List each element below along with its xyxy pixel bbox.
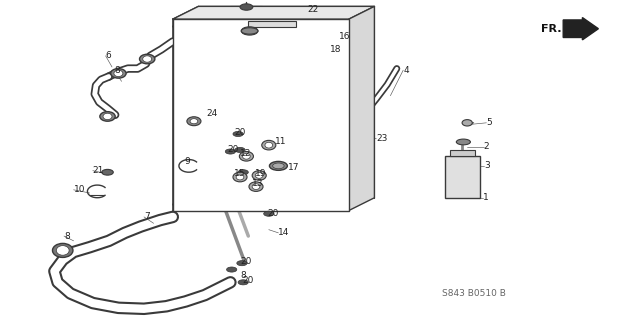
Text: 19: 19 <box>255 169 266 178</box>
Text: 23: 23 <box>376 134 388 143</box>
Circle shape <box>238 170 248 175</box>
Text: FR.: FR. <box>541 24 562 34</box>
Text: 5: 5 <box>486 118 492 127</box>
Text: 14: 14 <box>278 228 290 237</box>
Ellipse shape <box>103 113 112 120</box>
Text: 16: 16 <box>339 32 351 41</box>
Circle shape <box>238 280 248 285</box>
Circle shape <box>240 4 253 10</box>
Text: 3: 3 <box>484 161 490 170</box>
Polygon shape <box>173 6 374 19</box>
Text: 13: 13 <box>252 179 263 188</box>
Ellipse shape <box>239 152 253 161</box>
Text: 8: 8 <box>114 66 120 75</box>
Ellipse shape <box>255 173 263 178</box>
Circle shape <box>237 261 247 266</box>
Text: 4: 4 <box>403 66 409 75</box>
Ellipse shape <box>140 54 155 64</box>
Text: 7: 7 <box>144 212 150 221</box>
Ellipse shape <box>249 182 263 191</box>
Circle shape <box>235 147 245 152</box>
Text: 20: 20 <box>227 145 239 154</box>
Ellipse shape <box>236 174 244 180</box>
Ellipse shape <box>111 69 126 78</box>
Text: 20: 20 <box>268 209 279 218</box>
Ellipse shape <box>456 139 470 145</box>
Text: 15: 15 <box>234 169 245 178</box>
Text: 21: 21 <box>93 166 104 175</box>
Text: 6: 6 <box>106 51 111 60</box>
Ellipse shape <box>262 140 276 150</box>
Ellipse shape <box>52 243 73 257</box>
Text: 20: 20 <box>242 276 253 285</box>
Text: 24: 24 <box>207 109 218 118</box>
Text: 18: 18 <box>330 45 342 54</box>
Text: 17: 17 <box>288 163 300 172</box>
Text: 9: 9 <box>184 157 190 166</box>
Bar <box>248 21 296 27</box>
Bar <box>450 150 475 156</box>
Text: 2: 2 <box>484 142 490 151</box>
Ellipse shape <box>56 246 69 255</box>
FancyArrow shape <box>563 18 598 40</box>
Ellipse shape <box>190 119 198 124</box>
Polygon shape <box>173 19 349 211</box>
Circle shape <box>227 267 237 272</box>
Text: 12: 12 <box>240 149 252 158</box>
Bar <box>445 156 480 198</box>
Polygon shape <box>349 6 374 211</box>
Ellipse shape <box>243 153 250 159</box>
Text: 1: 1 <box>483 193 489 202</box>
Ellipse shape <box>233 172 247 182</box>
Text: 10: 10 <box>74 185 85 194</box>
Text: 8: 8 <box>64 232 70 241</box>
Ellipse shape <box>269 161 287 170</box>
Text: 22: 22 <box>307 5 319 14</box>
Ellipse shape <box>265 142 273 148</box>
Text: 20: 20 <box>240 257 252 266</box>
Circle shape <box>102 169 113 175</box>
Ellipse shape <box>252 184 260 189</box>
Text: 11: 11 <box>275 137 287 146</box>
Ellipse shape <box>462 120 472 126</box>
Ellipse shape <box>114 70 123 77</box>
Text: 20: 20 <box>234 128 246 137</box>
Circle shape <box>225 149 236 154</box>
Ellipse shape <box>100 112 115 121</box>
Ellipse shape <box>241 28 258 34</box>
Ellipse shape <box>252 171 266 180</box>
Ellipse shape <box>273 163 284 169</box>
Circle shape <box>264 211 274 216</box>
Ellipse shape <box>143 56 152 62</box>
Circle shape <box>241 27 258 35</box>
Ellipse shape <box>187 117 201 126</box>
Circle shape <box>233 131 243 137</box>
Text: 8: 8 <box>240 271 246 280</box>
Text: S843 B0510 B: S843 B0510 B <box>442 289 506 298</box>
